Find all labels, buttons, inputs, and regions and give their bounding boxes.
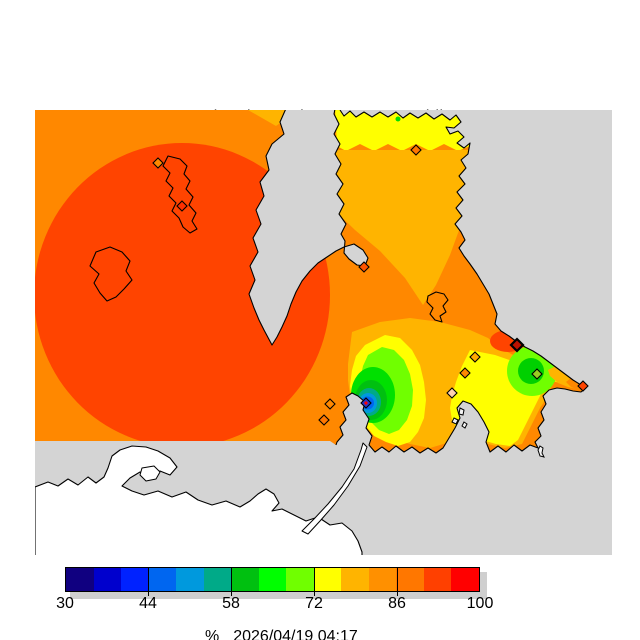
- lake-outline-west: [89, 246, 133, 302]
- colorbar-tick-label: 100: [466, 595, 494, 612]
- station-marker-diamond: [459, 367, 471, 379]
- station-marker-diamond: [318, 414, 330, 426]
- coastline: [335, 110, 587, 454]
- humidity-colorbar: [65, 567, 480, 592]
- colorbar-tick-label: 30: [56, 595, 74, 612]
- colorbar-tick-label: 86: [388, 595, 406, 612]
- unit-label: %: [204, 628, 220, 640]
- lake-outline-north: [162, 155, 198, 234]
- small-island: [461, 421, 468, 429]
- colorbar-segment: [423, 568, 452, 591]
- colorbar-tick-line: [396, 567, 398, 596]
- small-island-south: [537, 445, 545, 458]
- south-shore-inner-lake: [139, 465, 161, 482]
- colorbar-tick-label: 72: [305, 595, 323, 612]
- station-marker-center-dot: [364, 401, 368, 405]
- station-marker-diamond: [509, 337, 525, 353]
- colorbar-segment: [203, 568, 232, 591]
- station-marker-diamond: [469, 351, 481, 363]
- station-marker-diamond: [531, 368, 543, 380]
- station-marker-diamond: [152, 157, 164, 169]
- green-dot-north-tip: [395, 116, 401, 122]
- small-island: [458, 407, 465, 416]
- station-marker-diamond: [176, 200, 188, 212]
- colorbar-segment: [121, 568, 149, 591]
- sand-spit: [301, 442, 368, 535]
- station-marker-diamond: [324, 398, 336, 410]
- colorbar-tick-line: [147, 567, 149, 596]
- inlet-water: [248, 110, 369, 346]
- colorbar-segment: [148, 568, 177, 591]
- colorbar-segment: [231, 568, 259, 591]
- colorbar-segment: [368, 568, 397, 591]
- colorbar-caption: % 2026/04/19 04:17: [65, 610, 480, 640]
- lake-outline-elk: [426, 291, 449, 323]
- colorbar-segment: [341, 568, 369, 591]
- colorbar-segment: [396, 568, 424, 591]
- station-marker-diamond: [577, 380, 589, 392]
- colorbar-segment: [313, 568, 342, 591]
- small-island: [451, 417, 459, 425]
- amber-band-peninsula: [330, 150, 470, 305]
- colorbar-segment: [258, 568, 287, 591]
- station-markers: [152, 144, 589, 426]
- green-bullseye-east: [518, 358, 544, 384]
- station-marker-diamond: [358, 261, 370, 273]
- colorbar-tick-label: 58: [222, 595, 240, 612]
- colorbar-tick-label: 44: [139, 595, 157, 612]
- station-marker-diamond: [410, 144, 422, 156]
- colorbar-segment: [286, 568, 314, 591]
- yellow-cap-north-peninsula: [335, 110, 470, 151]
- colorbar-segment: [66, 568, 94, 591]
- colorbar-tick-line: [230, 567, 232, 596]
- station-marker-diamond: [446, 387, 458, 399]
- colorbar-segment: [93, 568, 122, 591]
- colorbar-tick-line: [313, 567, 315, 596]
- high-humidity-blob-west: [35, 143, 330, 447]
- colorbar-segment: [176, 568, 204, 591]
- timestamp: 2026/04/19 04:17: [233, 628, 358, 640]
- colorbar-segment: [451, 568, 479, 591]
